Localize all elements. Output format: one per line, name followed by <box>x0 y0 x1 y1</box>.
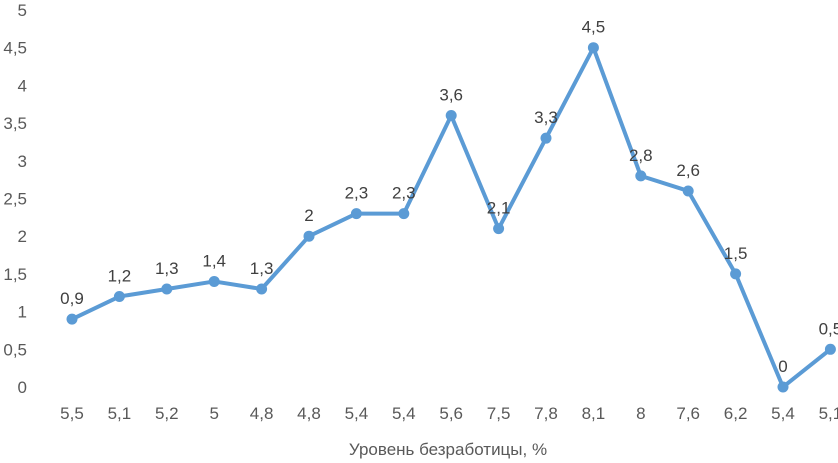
data-label: 0,9 <box>60 289 84 308</box>
y-tick-label: 1,5 <box>3 265 27 284</box>
data-points <box>66 42 836 393</box>
data-point <box>587 42 599 54</box>
x-tick-label: 4,8 <box>250 404 274 423</box>
data-label: 1,5 <box>724 244 748 263</box>
y-tick-label: 4,5 <box>3 39 27 58</box>
data-point <box>493 223 505 235</box>
data-point <box>113 291 125 303</box>
data-label: 2,1 <box>487 199 511 218</box>
y-tick-label: 0 <box>18 378 27 397</box>
y-tick-label: 3 <box>18 152 27 171</box>
data-point <box>540 132 552 144</box>
x-tick-label: 8 <box>636 404 645 423</box>
data-label: 2 <box>304 206 313 225</box>
data-point <box>303 230 315 242</box>
y-tick-label: 3,5 <box>3 114 27 133</box>
x-tick-label: 8,1 <box>582 404 606 423</box>
data-point <box>208 275 220 287</box>
x-tick-label: 5,4 <box>392 404 416 423</box>
x-tick-label: 4,8 <box>297 404 321 423</box>
data-point <box>682 185 694 197</box>
data-point <box>635 170 647 182</box>
x-tick-label: 6,2 <box>724 404 748 423</box>
data-point <box>730 268 742 280</box>
data-point <box>445 110 457 122</box>
y-tick-label: 1 <box>18 303 27 322</box>
data-label: 1,2 <box>108 267 132 286</box>
data-point <box>824 343 836 355</box>
x-tick-label: 5,1 <box>819 404 838 423</box>
x-tick-label: 5,6 <box>439 404 463 423</box>
data-point <box>398 208 410 220</box>
data-label: 1,3 <box>250 259 274 278</box>
data-label: 2,3 <box>345 184 369 203</box>
x-tick-label: 5,1 <box>108 404 132 423</box>
x-axis: 5,5 5,1 5,2 5 4,8 4,8 5,4 5,4 5,6 7,5 7,8 8,1 8 7,6 6,… <box>60 404 838 423</box>
x-tick-label: 5 <box>209 404 218 423</box>
x-tick-label: 7,8 <box>534 404 558 423</box>
data-label: 4,5 <box>582 18 606 37</box>
x-tick-label: 7,6 <box>676 404 700 423</box>
data-label: 0,5 <box>819 319 838 338</box>
data-label: 2,8 <box>629 146 653 165</box>
data-label: 0 <box>778 357 787 376</box>
data-point <box>66 313 78 325</box>
y-axis: 0 0,5 1 1,5 2 2,5 3 3,5 4 4,5 5 <box>3 1 27 397</box>
x-tick-label: 5,4 <box>771 404 795 423</box>
data-label: 3,3 <box>534 108 558 127</box>
y-tick-label: 2,5 <box>3 190 27 209</box>
x-tick-label: 5,2 <box>155 404 179 423</box>
y-tick-label: 2 <box>18 227 27 246</box>
data-point <box>350 208 362 220</box>
y-tick-label: 0,5 <box>3 340 27 359</box>
x-tick-label: 5,4 <box>345 404 369 423</box>
data-label: 1,3 <box>155 259 179 278</box>
y-tick-label: 5 <box>18 1 27 20</box>
x-axis-title: Уровень безработицы, % <box>349 440 547 459</box>
data-point <box>161 283 173 295</box>
x-tick-label: 7,5 <box>487 404 511 423</box>
data-point <box>256 283 268 295</box>
data-label: 1,4 <box>202 251 226 270</box>
data-label: 2,6 <box>676 161 700 180</box>
data-labels: 0,9 1,2 1,3 1,4 1,3 2 2,3 2,3 3,6 2,1 3,3 4,5 2,8 2,6… <box>60 18 838 376</box>
data-label: 2,3 <box>392 184 416 203</box>
data-label: 3,6 <box>439 86 463 105</box>
data-point <box>777 381 789 393</box>
x-tick-label: 5,5 <box>60 404 84 423</box>
y-tick-label: 4 <box>18 76 27 95</box>
